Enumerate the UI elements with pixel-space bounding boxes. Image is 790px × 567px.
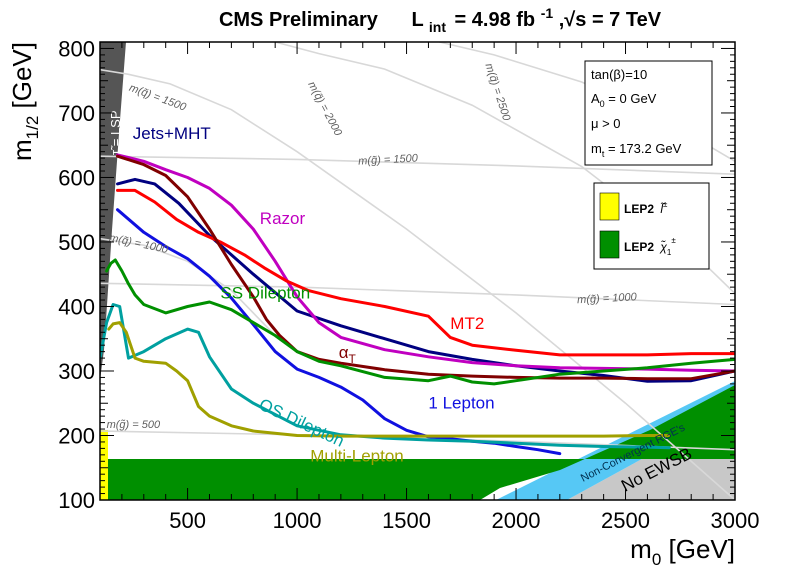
series-label-t: αT [339, 343, 357, 366]
y-tick-label: 200 [58, 423, 95, 448]
stau-lsp-label: τ̃ = LSP [108, 110, 123, 155]
series-label-ss-dilepton: SS Dilepton [220, 284, 310, 303]
x-tick-label: 2000 [492, 508, 541, 533]
legend-swatch-lep2-slepton [599, 192, 620, 221]
iso-label-0: m(q̃) = 1500 [127, 82, 188, 114]
title-lumi-value: = 4.98 fb [455, 9, 536, 31]
series-line-razor [116, 153, 735, 373]
series-line-t [116, 154, 735, 381]
x-tick-label: 3000 [711, 508, 760, 533]
y-tick-label: 500 [58, 230, 95, 255]
y-tick-label: 100 [58, 488, 95, 513]
title-energy: ,√s = 7 TeV [559, 9, 662, 31]
parameters-box: tan(β)=10 A0 = 0 GeV μ > 0 mt = 173.2 Ge… [584, 60, 713, 166]
legend: LEP2 l̃± LEP2 χ̃1± [593, 182, 710, 270]
series-label-os-dilepton: OS Dilepton [256, 395, 347, 451]
axes: 500 1000 1500 2000 2500 3000 100 200 300 400 500 60… [58, 36, 759, 533]
param-tanbeta: tan(β)=10 [591, 67, 647, 82]
series-label-mt2: MT2 [450, 314, 484, 333]
title-lumi-symbol: L [411, 9, 423, 31]
iso-curve-4 [100, 155, 735, 175]
chart-title: CMS Preliminary L int = 4.98 fb -1 ,√s =… [219, 1, 662, 37]
param-mu: μ > 0 [591, 116, 621, 131]
param-mtop: mt = 173.2 GeV [591, 141, 682, 159]
series-label-layer: Jets+MHT Razor MT2 αT 1 Lepton SS Dilepton OS … [133, 124, 495, 465]
iso-mass-curves [100, 42, 735, 500]
y-tick-label: 400 [58, 294, 95, 319]
series-label-1-lepton: 1 Lepton [428, 393, 494, 412]
iso-curve-3 [100, 237, 276, 337]
y-tick-label: 800 [58, 36, 95, 61]
param-a0: A0 = 0 GeV [591, 91, 657, 109]
iso-label-3: m(q̃) = 1000 [108, 232, 170, 256]
y-tick-label: 700 [58, 101, 95, 126]
iso-label-4: m(g̃) = 1500 [358, 152, 419, 167]
lep2-slepton-region [100, 430, 108, 500]
limit-curves [100, 153, 735, 456]
iso-curve-5 [100, 282, 735, 306]
x-axis-title: m0 [GeV] [630, 534, 735, 567]
series-line-multi-lepton [107, 321, 671, 438]
iso-label-1: m(q̃) = 2000 [305, 80, 344, 139]
legend-entry-lep2-slepton: LEP2 l̃± [624, 200, 668, 216]
iso-label-5: m(g̃) = 1000 [577, 291, 638, 306]
title-prefix: CMS Preliminary [219, 9, 379, 31]
stau-lsp-region [100, 42, 126, 380]
y-tick-label: 600 [58, 165, 95, 190]
title-lumi-sub: int [429, 19, 446, 35]
series-label-razor: Razor [260, 209, 306, 228]
series-line-ss-dilepton [105, 258, 735, 386]
iso-label-6: m(g̃) = 500 [107, 419, 161, 431]
legend-entry-lep2-chargino: LEP2 χ̃1± [624, 236, 676, 257]
series-line-mt2 [116, 188, 735, 357]
x-tick-label: 2500 [601, 508, 650, 533]
series-line-os-dilepton [100, 303, 671, 450]
series-label-multi-lepton: Multi-Lepton [310, 446, 404, 465]
series-label-jets-mht: Jets+MHT [133, 124, 211, 143]
lep2-chargino-region [107, 385, 735, 500]
title-lumi-sup: -1 [541, 5, 554, 21]
x-tick-label: 500 [169, 508, 206, 533]
y-axis-title: m1/2 [GeV] [7, 42, 42, 161]
plot-frame [99, 41, 736, 501]
x-tick-label: 1500 [382, 508, 431, 533]
legend-swatch-lep2-chargino [599, 230, 620, 259]
y-tick-label: 300 [58, 359, 95, 384]
x-tick-label: 1000 [273, 508, 322, 533]
